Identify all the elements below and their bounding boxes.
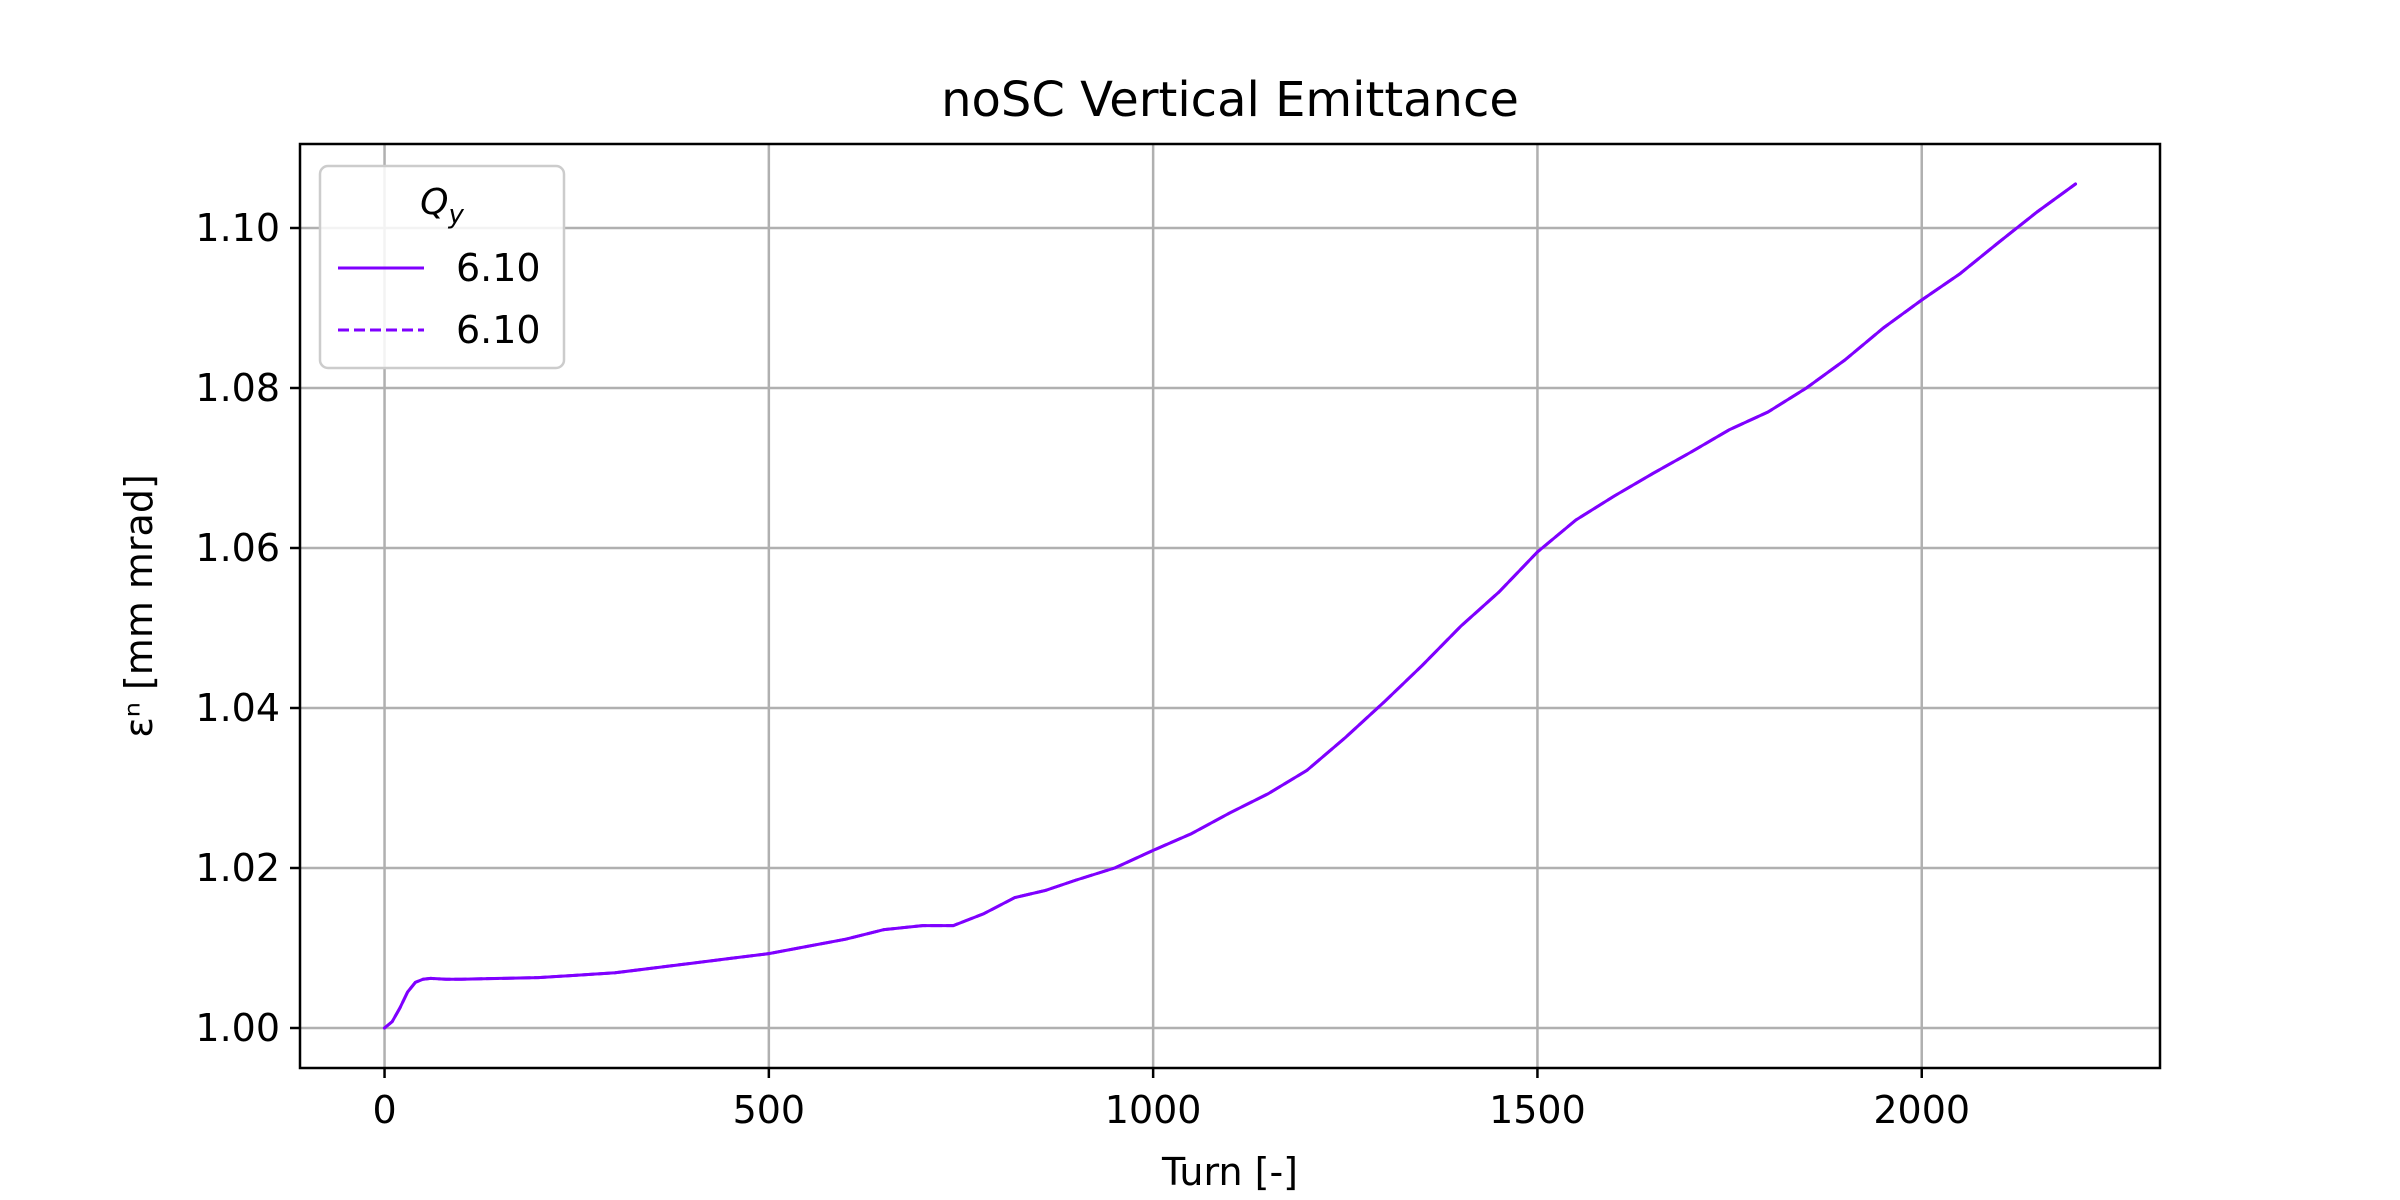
grid	[300, 144, 2160, 1068]
y-tick-label: 1.04	[195, 686, 280, 730]
x-axis: 0 500 1000 1500 2000	[372, 1068, 1970, 1132]
y-axis-label: εⁿ [mm mrad]	[117, 474, 161, 738]
x-tick-label: 500	[733, 1088, 806, 1132]
y-tick-label: 1.00	[195, 1006, 280, 1050]
plot-frame	[298, 142, 2162, 1070]
y-tick-label: 1.10	[195, 206, 280, 250]
x-tick-label: 2000	[1873, 1088, 1970, 1132]
y-tick-label: 1.06	[195, 526, 280, 570]
legend-box	[318, 164, 566, 370]
x-tick-label: 1500	[1489, 1088, 1586, 1132]
y-axis: 1.00 1.02 1.04 1.06 1.08 1.10	[195, 206, 300, 1050]
x-tick-label: 1000	[1105, 1088, 1202, 1132]
legend: Qy 6.10 6.10	[318, 164, 566, 370]
chart-title: noSC Vertical Emittance	[941, 72, 1519, 128]
x-tick-label: 0	[372, 1088, 396, 1132]
legend-title: Qy	[420, 182, 464, 230]
legend-title-symbol: Q	[420, 182, 448, 223]
y-tick-label: 1.02	[195, 846, 280, 890]
series-layer	[383, 182, 2077, 1030]
legend-entry-label-solid: 6.10	[456, 246, 541, 290]
x-axis-label: Turn [-]	[1161, 1150, 1298, 1194]
y-tick-label: 1.08	[195, 366, 280, 410]
series-line-dashed	[383, 182, 2077, 1030]
legend-title-subscript: y	[447, 200, 464, 230]
legend-entry-label-dashed: 6.10	[456, 308, 541, 352]
